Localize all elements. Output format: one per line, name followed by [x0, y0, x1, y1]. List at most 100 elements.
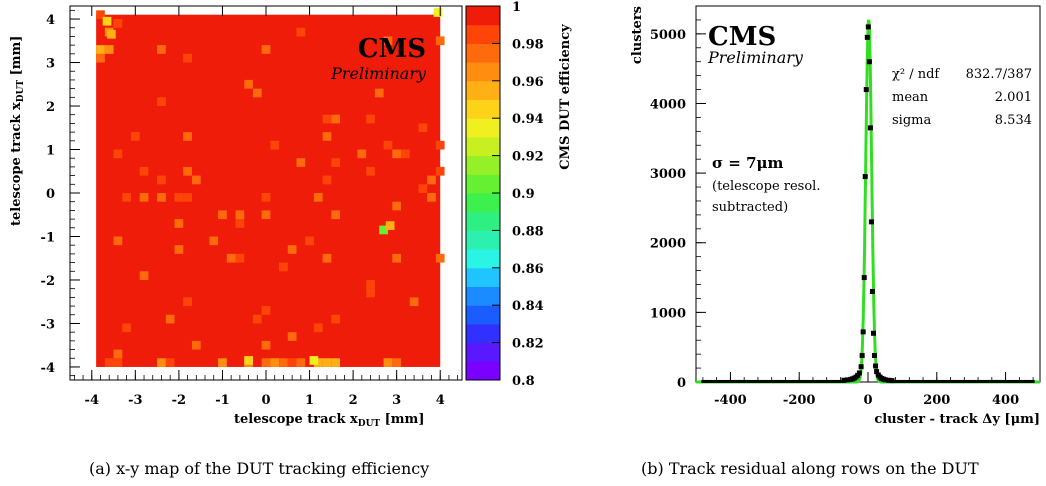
data-point	[929, 379, 933, 383]
data-point	[902, 379, 906, 383]
cms-label-left: CMS	[358, 34, 426, 64]
heatmap-cell	[113, 236, 123, 246]
colorbar-segment	[466, 99, 500, 119]
data-point	[995, 379, 999, 383]
heatmap-cells	[96, 8, 445, 367]
data-point	[886, 377, 892, 383]
data-point	[825, 379, 829, 383]
colorbar: 0.8 0.82 0.84 0.86 0.88 0.9 0.92 0.94 0.96 0.98 1	[465, 0, 544, 389]
resolution-note-line1: (telescope resol.	[712, 179, 820, 194]
heatmap-cell	[296, 158, 306, 167]
data-point	[770, 379, 774, 383]
y-tick-label: -4	[41, 361, 55, 376]
data-point	[899, 379, 903, 383]
heatmap-cell	[113, 19, 123, 28]
colorbar-tick-label: 0.88	[512, 224, 544, 239]
cms-label-right: CMS	[708, 22, 776, 52]
data-point	[772, 379, 776, 383]
heatmap-cell	[218, 358, 227, 367]
fit-stats-box: χ² / ndf 832.7/387 mean 2.001 sigma 8.53…	[892, 67, 1032, 128]
heatmap-cell	[331, 358, 341, 367]
data-point	[965, 379, 969, 383]
heatmap-cell	[313, 193, 323, 202]
data-point	[990, 379, 994, 383]
heatmap-cell	[252, 88, 262, 98]
heatmap-cell	[165, 314, 175, 324]
data-point	[761, 379, 765, 383]
heatmap-axes: -4 -3 -2 -1 0 1 2 3 4 -4 -3 -2 -1 0 1 2 3 4	[41, 6, 459, 408]
heatmap-cell	[261, 45, 271, 54]
data-point	[838, 379, 842, 383]
colorbar-tick-label: 0.8	[512, 374, 535, 389]
y-tick-label: 4000	[650, 97, 686, 112]
x-tick-label: 400	[992, 393, 1019, 408]
heatmap-cell	[235, 253, 245, 263]
sigma-value: 8.534	[995, 113, 1032, 128]
data-point	[750, 379, 754, 383]
data-point	[742, 379, 746, 383]
data-point	[907, 379, 911, 383]
colorbar-segment	[466, 305, 500, 325]
data-point	[866, 59, 872, 65]
data-point	[918, 379, 922, 383]
data-point	[873, 363, 879, 369]
y-tick-label: 5000	[650, 28, 686, 43]
heatmap-cell	[279, 358, 288, 367]
heatmap-cell	[157, 193, 166, 202]
colorbar-segment	[466, 286, 500, 306]
data-point	[905, 379, 909, 383]
data-point	[987, 379, 991, 383]
y-tick-label: 1000	[650, 306, 686, 321]
y-tick-label: -1	[41, 230, 55, 245]
heatmap-cell	[226, 253, 236, 263]
heatmap-cell	[252, 314, 262, 324]
colorbar-tick-label: 0.82	[512, 337, 544, 352]
data-point	[819, 379, 823, 383]
data-point	[737, 379, 741, 383]
heatmap-cell	[287, 358, 297, 367]
heatmap-cell	[130, 132, 140, 141]
colorbar-segment	[466, 43, 500, 63]
data-point	[715, 379, 719, 383]
x-tick-label: -4	[85, 393, 99, 408]
chi2-label: χ² / ndf	[892, 67, 940, 82]
y-tick-label: 3	[46, 57, 55, 72]
data-point	[940, 379, 944, 383]
heatmap-cell	[296, 358, 306, 367]
data-point	[706, 379, 710, 383]
data-point	[814, 379, 818, 383]
heatmap-cell	[385, 221, 395, 230]
heatmap-cell	[104, 358, 114, 367]
data-point	[748, 379, 752, 383]
heatmap-cell	[174, 219, 184, 228]
heatmap-cell	[139, 193, 149, 202]
heatmap-cell	[374, 88, 384, 98]
data-point	[767, 379, 771, 383]
data-point	[993, 379, 997, 383]
colorbar-segment	[466, 193, 500, 213]
y-tick-label: 0	[46, 187, 55, 202]
x-tick-label: 200	[923, 393, 950, 408]
heatmap-cell	[279, 262, 288, 272]
heatmap-cell	[322, 358, 332, 367]
data-point	[1026, 379, 1030, 383]
data-point	[932, 379, 936, 383]
data-point	[731, 379, 735, 383]
heatmap-cell	[139, 271, 149, 280]
heatmap-cell	[157, 97, 166, 107]
heatmap-cell	[322, 132, 332, 141]
data-point	[998, 379, 1002, 383]
y-tick-label: -2	[41, 274, 55, 289]
heatmap-cell	[392, 149, 402, 159]
heatmap-cell	[270, 140, 280, 150]
colorbar-segment	[466, 211, 500, 231]
data-point	[701, 379, 705, 383]
colorbar-segment	[466, 155, 500, 175]
heatmap-cell	[331, 114, 341, 124]
y-tick-label: 1	[46, 144, 55, 159]
data-point	[861, 275, 867, 281]
data-point	[865, 24, 871, 30]
colorbar-tick-label: 0.94	[512, 112, 544, 127]
data-point	[805, 379, 809, 383]
heatmap-cell	[409, 297, 419, 307]
